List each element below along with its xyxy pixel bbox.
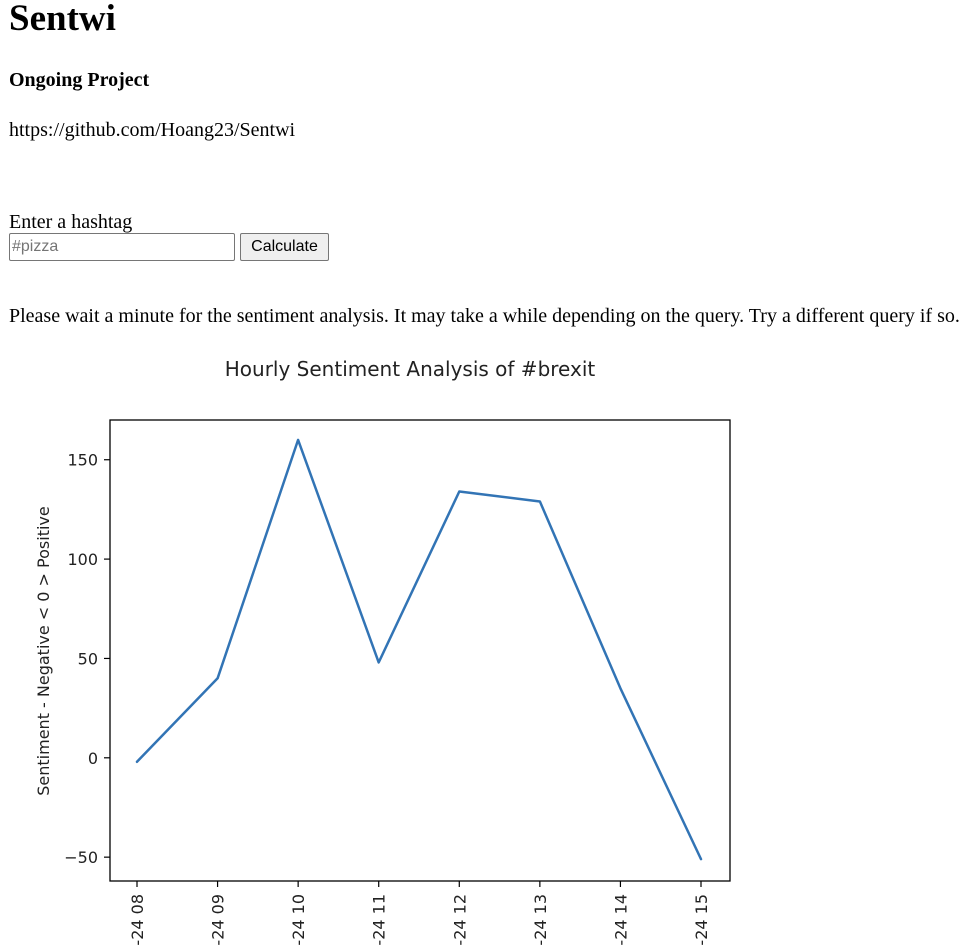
sentiment-chart: Hourly Sentiment Analysis of #brexit Sen…	[34, 357, 731, 946]
project-status-subtitle: Ongoing Project	[9, 69, 150, 91]
x-tick-label: -24 13	[531, 894, 550, 946]
x-tick-label: -24 10	[289, 894, 308, 946]
x-tick-label: -24 14	[611, 894, 630, 946]
plot-frame	[109, 419, 731, 882]
calculate-button[interactable]: Calculate	[240, 233, 329, 261]
y-tick-label: 0	[88, 749, 98, 768]
y-tick-label: −50	[64, 848, 98, 867]
series-line	[135, 438, 703, 861]
repo-link[interactable]: https://github.com/Hoang23/Sentwi	[9, 119, 296, 141]
y-axis-ticks: −50 0 50 100 150	[64, 451, 110, 867]
wait-notice: Please wait a minute for the sentiment a…	[9, 305, 960, 327]
x-tick-label: -24 08	[128, 894, 147, 946]
hashtag-input[interactable]	[9, 233, 235, 261]
hashtag-input-label: Enter a hashtag	[9, 211, 133, 233]
y-tick-label: 100	[67, 550, 98, 569]
x-tick-label: -24 12	[450, 894, 469, 946]
x-tick-label: -24 15	[692, 894, 711, 946]
y-axis-label: Sentiment - Negative < 0 > Positive	[34, 506, 53, 795]
page-title: Sentwi	[9, 0, 116, 39]
y-tick-label: 50	[78, 649, 98, 668]
x-tick-label: -24 09	[209, 894, 228, 946]
x-axis-ticks: -24 08 -24 09 -24 10 -24 11 -24 12 -24 13 -24 …	[128, 881, 711, 946]
chart-title: Hourly Sentiment Analysis of #brexit	[225, 357, 596, 381]
x-tick-label: -24 11	[370, 894, 389, 946]
y-tick-label: 150	[67, 451, 98, 470]
